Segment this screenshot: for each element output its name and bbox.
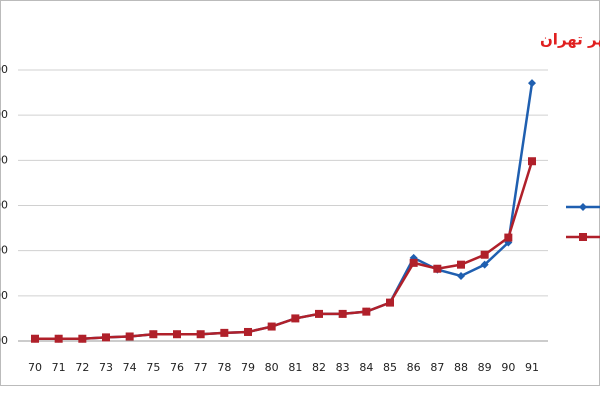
x-tick-label: 86 xyxy=(407,361,421,374)
series-line xyxy=(35,82,534,340)
point xyxy=(528,79,536,88)
x-tick-label: 79 xyxy=(241,361,255,374)
point xyxy=(196,330,205,339)
x-tick-label: 82 xyxy=(312,361,326,374)
point xyxy=(480,260,489,269)
y-tick-label: 00 xyxy=(0,199,8,212)
x-tick-label: 89 xyxy=(478,361,492,374)
point xyxy=(149,330,158,339)
point xyxy=(315,309,323,318)
point xyxy=(78,334,87,343)
point xyxy=(457,271,465,280)
x-tick-label: 72 xyxy=(75,361,89,374)
point xyxy=(173,330,181,339)
y-tick-label: 00 xyxy=(0,244,8,257)
point xyxy=(480,250,489,259)
point xyxy=(31,334,39,343)
x-tick-label: 84 xyxy=(359,361,373,374)
x-tick-label: 75 xyxy=(146,361,160,374)
x-tick-label: 85 xyxy=(383,361,397,374)
point xyxy=(504,233,513,242)
point xyxy=(386,298,394,307)
point xyxy=(528,157,536,166)
point xyxy=(457,260,465,269)
y-tick-label: 00 xyxy=(0,108,8,121)
point xyxy=(362,307,371,316)
x-tick-label: 73 xyxy=(99,361,113,374)
point xyxy=(102,333,110,342)
x-tick-label: 80 xyxy=(265,361,279,374)
point xyxy=(409,258,418,267)
point xyxy=(244,327,252,336)
point xyxy=(220,328,229,337)
point xyxy=(267,322,276,331)
point xyxy=(433,264,442,273)
y-tick-label: 00 xyxy=(0,63,8,76)
point xyxy=(54,334,63,343)
x-tick-label: 77 xyxy=(194,361,208,374)
x-tick-label: 81 xyxy=(288,361,302,374)
legend-marker xyxy=(579,233,587,241)
x-tick-label: 71 xyxy=(52,361,66,374)
x-tick-label: 91 xyxy=(525,361,539,374)
series-line xyxy=(35,160,534,340)
legend xyxy=(566,203,600,241)
x-tick-label: 70 xyxy=(28,361,42,374)
y-tick-label: 00 xyxy=(0,289,8,302)
chart-frame xyxy=(0,0,600,386)
x-tick-label: 87 xyxy=(430,361,444,374)
x-tick-label: 90 xyxy=(501,361,515,374)
x-tick-label: 83 xyxy=(336,361,350,374)
chart-title: روند متوسط قیمت یک متر مربع زمین و واحد … xyxy=(540,31,600,49)
point xyxy=(125,332,134,341)
y-tick-label: 00 xyxy=(0,153,8,166)
y-tick-label: 00 xyxy=(0,334,8,347)
point xyxy=(338,309,347,318)
x-tick-label: 76 xyxy=(170,361,184,374)
legend-marker xyxy=(579,203,587,211)
x-tick-label: 78 xyxy=(217,361,231,374)
x-tick-label: 74 xyxy=(123,361,137,374)
point xyxy=(291,314,300,323)
x-tick-label: 88 xyxy=(454,361,468,374)
